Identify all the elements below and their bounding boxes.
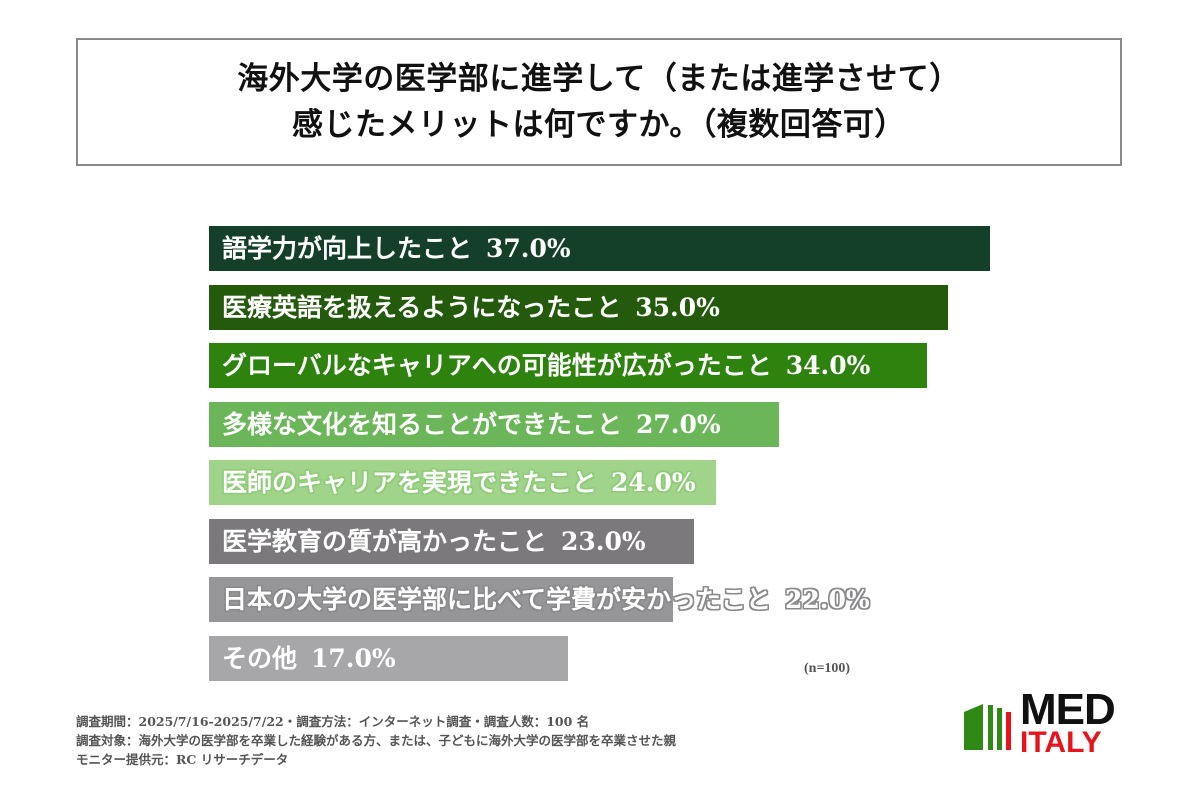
bar-label: グローバルなキャリアへの可能性が広がったこと 34.0% <box>222 343 870 388</box>
med-italy-logo: MED ITALY <box>962 685 1122 760</box>
footnote-survey-period: 調査期間：2025/7/16-2025/7/22・調査方法：インターネット調査・… <box>76 714 590 729</box>
bar-percentage: 17.0% <box>311 644 396 673</box>
bar <box>209 460 716 505</box>
bar-percentage: 34.0% <box>785 351 871 380</box>
bar <box>209 285 948 330</box>
bar-percentage: 37.0% <box>486 234 571 263</box>
bar-percentage: 23.0% <box>561 527 646 556</box>
bar <box>209 402 779 447</box>
bar-category: 医学教育の質が高かったこと <box>222 527 548 556</box>
bar <box>209 577 673 622</box>
bar-label: 日本の大学の医学部に比べて学費が安かったこと 22.0% <box>222 577 870 622</box>
sample-size-label: (n=100) <box>804 661 851 676</box>
bar-label: 医師のキャリアを実現できたこと 24.0% <box>222 460 696 505</box>
bar-percentage: 22.0% <box>785 585 870 614</box>
bar-percentage: 24.0% <box>611 468 696 497</box>
chart-title-line-1: 海外大学の医学部に進学して（または進学させて） <box>237 61 961 97</box>
bar-label: 語学力が向上したこと 37.0% <box>222 226 571 271</box>
bar <box>209 519 694 564</box>
bar-category: グローバルなキャリアへの可能性が広がったこと <box>222 351 772 380</box>
footnote-data-provider: モニター提供元：RC リサーチデータ <box>76 752 289 767</box>
chart-title-line-2: 感じたメリットは何ですか。（複数回答可） <box>292 107 906 143</box>
bar-category: 日本の大学の医学部に比べて学費が安かったこと <box>222 585 772 614</box>
bar-label: 医学教育の質が高かったこと 23.0% <box>222 519 646 564</box>
footnote-survey-target: 調査対象：海外大学の医学部を卒業した経験がある方、または、子どもに海外大学の医学… <box>76 733 677 748</box>
bar-category: 医師のキャリアを実現できたこと <box>222 468 598 497</box>
bar-category: 多様な文化を知ることができたこと <box>222 410 623 439</box>
bar-label: 多様な文化を知ることができたこと 27.0% <box>222 402 721 447</box>
bar <box>209 636 568 681</box>
bar-percentage: 27.0% <box>636 410 721 439</box>
bar <box>209 226 990 271</box>
bar-category: 語学力が向上したこと <box>222 234 473 263</box>
chart-title-box: 海外大学の医学部に進学して（または進学させて） 感じたメリットは何ですか。（複数… <box>76 38 1122 166</box>
bar <box>209 343 927 388</box>
logo-text-med: MED <box>1020 685 1116 734</box>
logo-text-italy: ITALY <box>1020 726 1102 759</box>
bar-chart: 語学力が向上したこと 37.0% 医療英語を扱えるようになったこと 35.0% グローバ… <box>209 226 990 681</box>
bar-category: その他 <box>222 644 298 673</box>
bar-percentage: 35.0% <box>635 293 720 322</box>
bar-label: 医療英語を扱えるようになったこと 35.0% <box>222 285 720 330</box>
bar-category: 医療英語を扱えるようになったこと <box>222 293 622 322</box>
building-stripes-icon <box>964 704 1011 750</box>
bar-label: その他 17.0% <box>222 636 396 681</box>
survey-footnote: 調査期間：2025/7/16-2025/7/22・調査方法：インターネット調査・… <box>76 712 676 769</box>
